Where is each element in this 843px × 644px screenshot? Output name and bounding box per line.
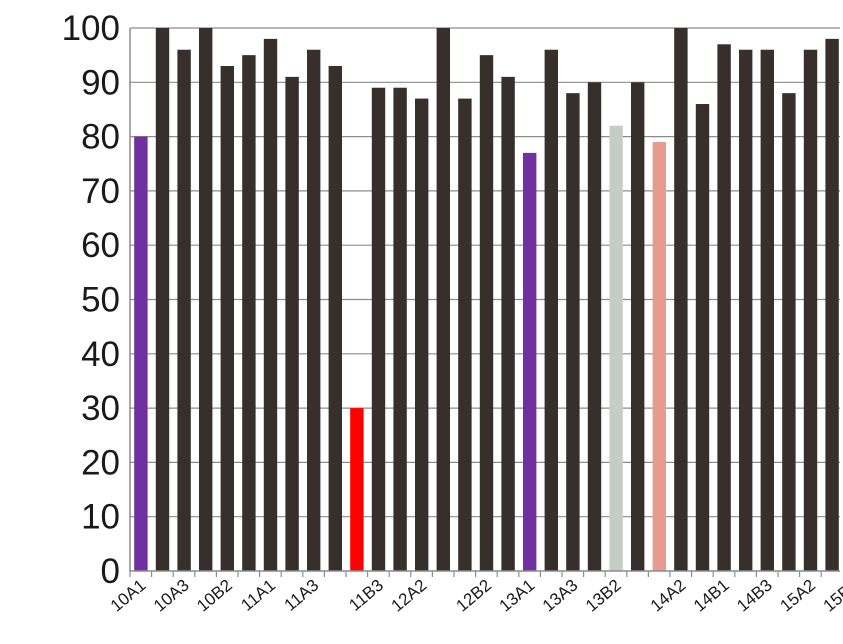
bar-11A1 [263, 38, 278, 572]
bar-10A2 [155, 28, 170, 571]
bar-11B2 [350, 408, 364, 571]
bar-15A1 [782, 93, 796, 571]
bar-11B3 [371, 87, 386, 571]
bars [134, 28, 839, 572]
bar-11A2 [285, 76, 299, 572]
x-tick-label: 14B1 [690, 576, 733, 616]
bar-13A1 [523, 152, 537, 571]
x-tick-label: 14A2 [647, 576, 690, 616]
bar-13A2 [544, 49, 558, 572]
bar-14A2 [674, 28, 688, 571]
x-tick-label: 13B2 [582, 576, 625, 616]
bar-12A3 [436, 28, 450, 571]
bar-10B1 [199, 28, 213, 571]
bar-12B1 [458, 98, 472, 571]
x-tick-label: 12B2 [452, 576, 495, 616]
x-tick-label: 15B1 [820, 576, 843, 616]
bar-15A2 [803, 49, 818, 572]
bar-13B2 [609, 125, 623, 572]
bar-12B3 [501, 76, 515, 572]
bar-15A3 [825, 38, 839, 572]
bar-11B1 [328, 66, 342, 571]
bar-12A1 [393, 87, 407, 571]
bar-10B2 [220, 66, 234, 571]
bar-14A3 [695, 104, 710, 572]
x-tick-labels: 10A1 10A3 10B2 11A1 11A3 11B3 12A2 12B2 13A1 13A3… [107, 576, 843, 616]
y-tick-label: 50 [81, 281, 120, 320]
bar-12B2 [479, 55, 494, 571]
bar-13B3 [631, 82, 645, 572]
x-tick-label: 11A3 [281, 576, 323, 615]
y-tick-label: 0 [101, 552, 120, 591]
x-tick-label: 11A1 [237, 576, 279, 615]
x-tick-label: 13A1 [496, 576, 539, 616]
y-tick-label: 90 [81, 63, 120, 102]
bar-10A3 [177, 49, 191, 572]
bar-12A2 [415, 98, 429, 571]
bar-10B3 [242, 55, 256, 571]
bar-14A1 [652, 142, 666, 571]
bar-14B2 [739, 49, 753, 572]
bar-10A1 [134, 136, 148, 571]
x-tick-label: 10A3 [150, 576, 193, 616]
bar-13A3 [566, 93, 580, 571]
bar-14B3 [760, 49, 774, 572]
x-tick-label: 10B2 [193, 576, 236, 616]
y-tick-label: 60 [81, 226, 120, 265]
y-tick-label: 70 [81, 172, 120, 211]
x-tick-label: 11B3 [345, 576, 387, 615]
x-tick-label: 13A3 [539, 576, 582, 616]
bar-13B1 [587, 82, 602, 572]
x-tick-label: 15A2 [776, 576, 819, 616]
axes [129, 28, 840, 577]
x-tick-label: 14B3 [733, 576, 776, 616]
y-tick-label: 40 [81, 335, 120, 374]
y-tick-labels: 0 10 20 30 40 50 60 70 80 90 100 [62, 9, 120, 591]
y-tick-label: 20 [81, 443, 120, 482]
y-tick-label: 100 [62, 9, 120, 48]
bar-14B1 [717, 44, 731, 572]
y-tick-label: 30 [81, 389, 120, 428]
x-tick-label: 12A2 [388, 576, 431, 616]
y-tick-label: 10 [81, 498, 120, 537]
y-tick-label: 80 [81, 118, 120, 157]
bar-11A3 [307, 49, 321, 572]
